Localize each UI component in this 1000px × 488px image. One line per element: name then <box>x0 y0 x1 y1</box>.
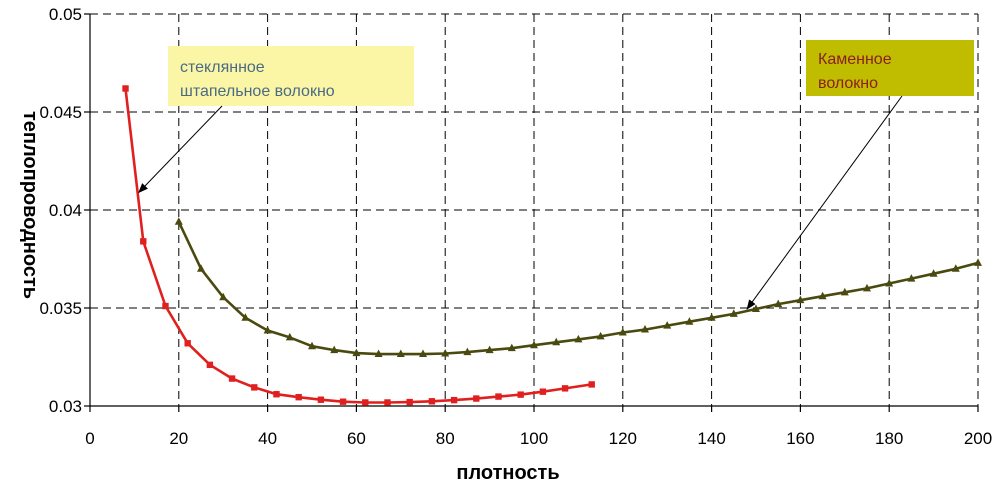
data-point <box>295 393 302 401</box>
data-point <box>641 325 649 333</box>
data-point <box>530 340 538 349</box>
data-point <box>729 309 738 317</box>
x-tick-label: 160 <box>786 429 814 448</box>
data-point <box>219 292 228 301</box>
x-tick-label: 0 <box>85 429 94 448</box>
data-point <box>974 258 982 266</box>
y-tick-labels: 0.03 0.035 0.04 0.045 0.05 <box>39 5 82 416</box>
data-point <box>396 349 405 358</box>
data-point <box>885 279 894 287</box>
x-tick-label: 180 <box>875 429 903 448</box>
data-point <box>339 398 347 405</box>
x-tick-label: 20 <box>169 429 188 448</box>
data-point <box>951 264 960 272</box>
y-tick-label: 0.035 <box>39 299 82 318</box>
data-point <box>251 384 258 391</box>
data-point <box>818 291 827 300</box>
data-point <box>618 328 627 336</box>
axes <box>84 13 979 412</box>
data-point <box>552 337 561 346</box>
data-point <box>473 395 480 402</box>
data-point <box>539 388 547 395</box>
data-point <box>685 317 694 325</box>
data-point <box>374 349 383 358</box>
callout-text: Каменное <box>818 51 892 68</box>
data-point <box>561 385 569 392</box>
data-point <box>796 295 805 304</box>
data-point <box>507 343 516 352</box>
data-point <box>840 287 849 296</box>
data-point <box>308 341 316 350</box>
y-tick-label: 0.04 <box>49 201 82 220</box>
data-point <box>241 313 250 321</box>
data-point <box>752 304 760 312</box>
x-tick-label: 200 <box>964 429 992 448</box>
data-point <box>588 381 595 388</box>
x-tick-label: 100 <box>520 429 548 448</box>
series-line-1 <box>124 88 592 404</box>
data-point <box>362 399 369 406</box>
data-point <box>330 345 339 354</box>
data-point <box>263 326 272 334</box>
data-point <box>774 299 783 308</box>
data-point <box>406 398 413 406</box>
data-point <box>384 399 391 406</box>
callout-box <box>806 40 974 96</box>
data-point <box>596 331 605 340</box>
y-tick-label: 0.045 <box>39 103 82 122</box>
data-point <box>441 348 450 357</box>
x-tick-label: 120 <box>609 429 637 448</box>
data-point <box>929 269 938 277</box>
series-2 <box>174 217 982 358</box>
data-point <box>352 348 361 357</box>
data-point <box>707 313 716 321</box>
annotations: стеклянное штапельное волокно Каменное воло… <box>138 40 974 310</box>
data-point <box>863 283 871 292</box>
callout-arrow <box>746 95 903 310</box>
x-axis-title: плотность <box>456 462 559 484</box>
data-point <box>663 321 672 329</box>
callout-text: стеклянное <box>180 59 265 76</box>
callout-text: волокно <box>818 75 878 92</box>
data-point <box>463 347 472 356</box>
data-point <box>228 375 236 382</box>
data-point <box>428 398 436 405</box>
callout-1: стеклянное штапельное волокно <box>138 46 414 194</box>
data-point <box>317 396 325 403</box>
callout-text: штапельное волокно <box>180 83 335 100</box>
series-1 <box>122 85 595 406</box>
callout-box <box>168 46 414 106</box>
data-point <box>122 85 129 92</box>
y-tick-label: 0.05 <box>49 5 82 24</box>
data-point <box>273 391 280 398</box>
data-point <box>574 334 583 343</box>
x-tick-labels: 0 20 40 60 80 100 120 140 160 180 200 <box>85 429 992 448</box>
data-point <box>907 274 916 282</box>
data-point <box>162 302 169 310</box>
data-point <box>285 332 294 341</box>
y-axis-title: теплопроводность <box>19 111 41 299</box>
series-line-2 <box>177 221 979 356</box>
y-tick-label: 0.03 <box>49 397 82 416</box>
callout-2: Каменное волокно <box>746 40 974 310</box>
data-point <box>419 349 427 358</box>
x-tick-label: 60 <box>347 429 366 448</box>
data-point <box>206 361 214 369</box>
data-point <box>450 396 458 404</box>
x-tick-label: 40 <box>258 429 277 448</box>
data-point <box>197 264 205 272</box>
x-tick-label: 140 <box>697 429 725 448</box>
series <box>122 85 982 406</box>
data-point <box>184 340 191 347</box>
data-point <box>140 238 147 245</box>
data-point <box>174 217 183 225</box>
x-tick-label: 80 <box>436 429 455 448</box>
data-point <box>485 345 494 354</box>
data-point <box>495 393 502 400</box>
callout-arrow <box>138 105 223 194</box>
data-point <box>517 391 524 398</box>
